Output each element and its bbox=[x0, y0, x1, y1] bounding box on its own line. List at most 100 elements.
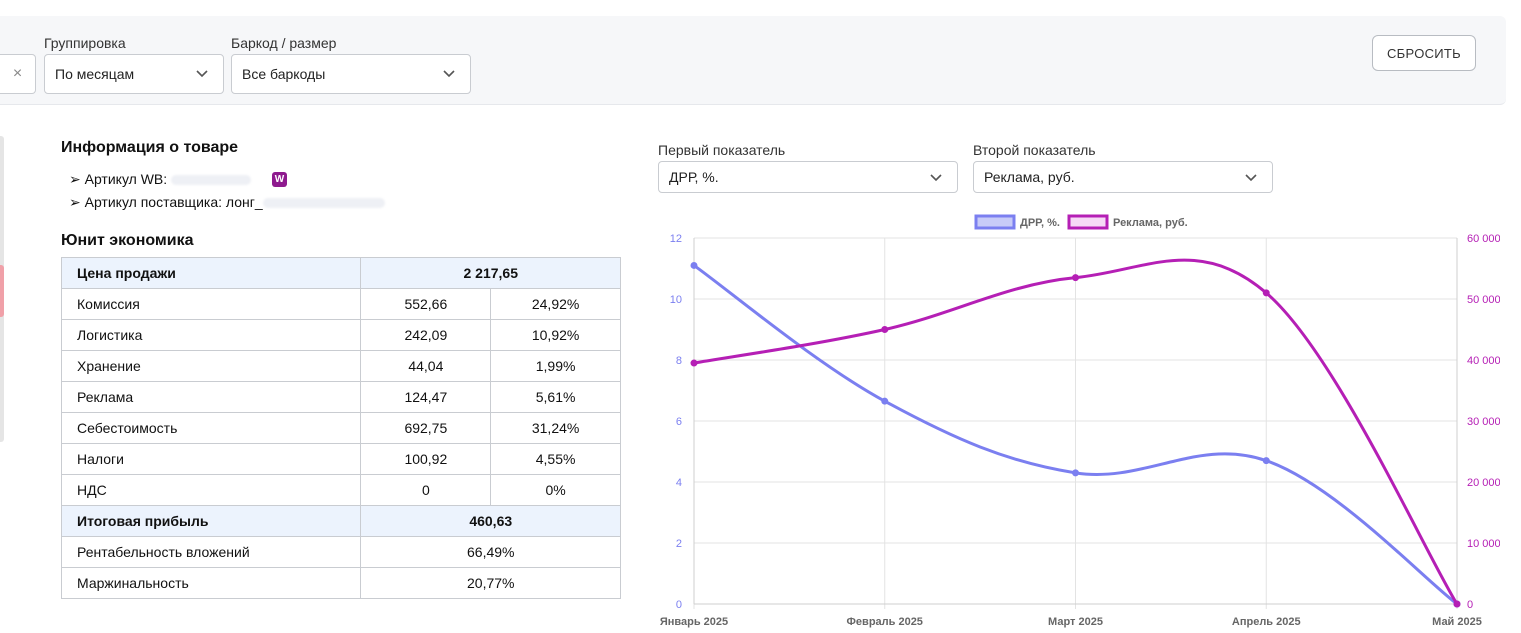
y-left-tick-label: 6 bbox=[676, 416, 682, 428]
grouping-value: По месяцам bbox=[55, 66, 135, 82]
data-point-drr bbox=[1262, 457, 1270, 465]
y-right-tick-label: 10 000 bbox=[1467, 538, 1500, 550]
second-indicator-label: Второй показатель bbox=[973, 142, 1096, 158]
grouping-select[interactable]: По месяцам bbox=[44, 54, 224, 94]
table-row: Хранение 44,04 1,99% bbox=[60, 350, 621, 382]
row-label: Комиссия bbox=[60, 288, 362, 320]
supplier-article-line: ➢ Артикул поставщика: лонг_ bbox=[69, 194, 385, 211]
wb-article-hidden bbox=[171, 175, 252, 186]
table-row: Комиссия 552,66 24,92% bbox=[60, 288, 621, 320]
wb-article-line: ➢ Артикул WB: bbox=[69, 171, 252, 188]
first-indicator-label: Первый показатель bbox=[658, 142, 786, 158]
wildberries-icon[interactable]: W bbox=[272, 172, 287, 187]
table-row: Рентабельность вложений 66,49% bbox=[60, 536, 621, 568]
y-left-tick-label: 4 bbox=[676, 477, 682, 489]
margin-label: Маржинальность bbox=[60, 567, 362, 599]
table-row: Себестоимость 692,75 31,24% bbox=[60, 412, 621, 444]
y-left-tick-label: 2 bbox=[676, 538, 682, 550]
row-amount: 100,92 bbox=[360, 443, 492, 475]
wb-article-label: ➢ Артикул WB: bbox=[69, 171, 168, 187]
product-info-title: Информация о товаре bbox=[61, 139, 239, 156]
y-right-tick-label: 60 000 bbox=[1467, 233, 1500, 245]
data-point-drr bbox=[1072, 469, 1079, 477]
row-percent: 10,92% bbox=[490, 319, 621, 351]
x-tick-label: Февраль 2025 bbox=[847, 616, 923, 628]
row-percent: 1,99% bbox=[490, 350, 621, 382]
roi-label: Рентабельность вложений bbox=[60, 536, 362, 568]
data-point-ads bbox=[1262, 289, 1270, 297]
table-row: Цена продажи 2 217,65 bbox=[60, 257, 621, 289]
legend-swatch bbox=[974, 214, 1016, 230]
margin-value: 20,77% bbox=[360, 567, 621, 599]
row-amount: 44,04 bbox=[360, 350, 492, 382]
table-row: Итоговая прибыль 460,63 bbox=[60, 505, 621, 537]
y-right-tick-label: 20 000 bbox=[1467, 477, 1500, 489]
y-left-tick-label: 8 bbox=[676, 355, 682, 367]
price-value: 2 217,65 bbox=[360, 257, 621, 289]
row-percent: 5,61% bbox=[490, 381, 621, 413]
row-percent: 24,92% bbox=[490, 288, 621, 320]
chevron-down-icon bbox=[443, 70, 455, 78]
barcode-select[interactable]: Все баркоды bbox=[231, 54, 471, 94]
filter-bar bbox=[0, 16, 1506, 105]
row-amount: 0 bbox=[360, 474, 492, 506]
row-amount: 124,47 bbox=[360, 381, 492, 413]
grouping-label: Группировка bbox=[44, 35, 126, 51]
product-image-accent bbox=[0, 265, 4, 317]
x-tick-label: Май 2025 bbox=[1432, 616, 1482, 628]
legend-swatch bbox=[1067, 214, 1109, 230]
x-tick-label: Апрель 2025 bbox=[1232, 616, 1301, 628]
series-line-ads bbox=[693, 258, 1459, 605]
close-icon: × bbox=[12, 65, 23, 82]
row-label: Реклама bbox=[60, 381, 362, 413]
y-left-tick-label: 12 bbox=[670, 233, 682, 245]
table-row: Логистика 242,09 10,92% bbox=[60, 319, 621, 351]
row-percent: 31,24% bbox=[490, 412, 621, 444]
reset-button[interactable]: СБРОСИТЬ bbox=[1372, 35, 1476, 71]
unit-economics-table: Цена продажи 2 217,65 Комиссия 552,66 24… bbox=[60, 257, 621, 599]
price-label: Цена продажи bbox=[60, 257, 362, 289]
line-chart: 0 2 4 6 8 10 12 0 10 000 20 000 30 000 40 000 50 000… bbox=[660, 214, 1500, 628]
x-tick-label: Январь 2025 bbox=[660, 616, 728, 628]
row-amount: 692,75 bbox=[360, 412, 492, 444]
table-row: Налоги 100,92 4,55% bbox=[60, 443, 621, 475]
y-right-tick-label: 40 000 bbox=[1467, 355, 1500, 367]
table-row: Реклама 124,47 5,61% bbox=[60, 381, 621, 413]
data-point-drr bbox=[881, 397, 889, 405]
table-row: Маржинальность 20,77% bbox=[60, 567, 621, 599]
profit-value: 460,63 bbox=[360, 505, 621, 537]
supplier-article-hidden bbox=[262, 198, 385, 209]
y-left-tick-label: 10 bbox=[670, 294, 682, 306]
table-row: НДС 0 0% bbox=[60, 474, 621, 506]
second-indicator-value: Реклама, руб. bbox=[984, 169, 1075, 185]
data-point-ads bbox=[881, 326, 889, 333]
row-label: НДС bbox=[60, 474, 362, 506]
chevron-down-icon bbox=[1245, 174, 1257, 182]
profit-label: Итоговая прибыль bbox=[60, 505, 362, 537]
data-point-ads bbox=[1072, 274, 1079, 282]
chevron-down-icon bbox=[196, 70, 208, 78]
barcode-label: Баркод / размер bbox=[231, 35, 337, 51]
y-right-tick-label: 0 bbox=[1467, 599, 1473, 611]
row-label: Хранение bbox=[60, 350, 362, 382]
legend-label: Реклама, руб. bbox=[1113, 217, 1188, 229]
y-right-tick-label: 50 000 bbox=[1467, 294, 1500, 306]
y-left-tick-label: 0 bbox=[676, 599, 682, 611]
row-amount: 242,09 bbox=[360, 319, 492, 351]
unit-economics-title: Юнит экономика bbox=[61, 232, 194, 249]
row-amount: 552,66 bbox=[360, 288, 492, 320]
y-right-tick-label: 30 000 bbox=[1467, 416, 1500, 428]
supplier-article-label: ➢ Артикул поставщика: лонг_ bbox=[69, 194, 263, 210]
data-point-ads bbox=[690, 359, 698, 367]
row-percent: 4,55% bbox=[490, 443, 621, 475]
barcode-value: Все баркоды bbox=[242, 66, 326, 82]
data-point-drr bbox=[690, 261, 698, 269]
row-label: Логистика bbox=[60, 319, 362, 351]
clear-filter-button[interactable]: × bbox=[0, 54, 36, 94]
first-indicator-value: ДРР, %. bbox=[669, 169, 719, 185]
second-indicator-select[interactable]: Реклама, руб. bbox=[973, 161, 1273, 193]
first-indicator-select[interactable]: ДРР, %. bbox=[658, 161, 958, 193]
row-percent: 0% bbox=[490, 474, 621, 506]
chevron-down-icon bbox=[930, 174, 942, 182]
data-point-ads bbox=[1453, 600, 1461, 608]
